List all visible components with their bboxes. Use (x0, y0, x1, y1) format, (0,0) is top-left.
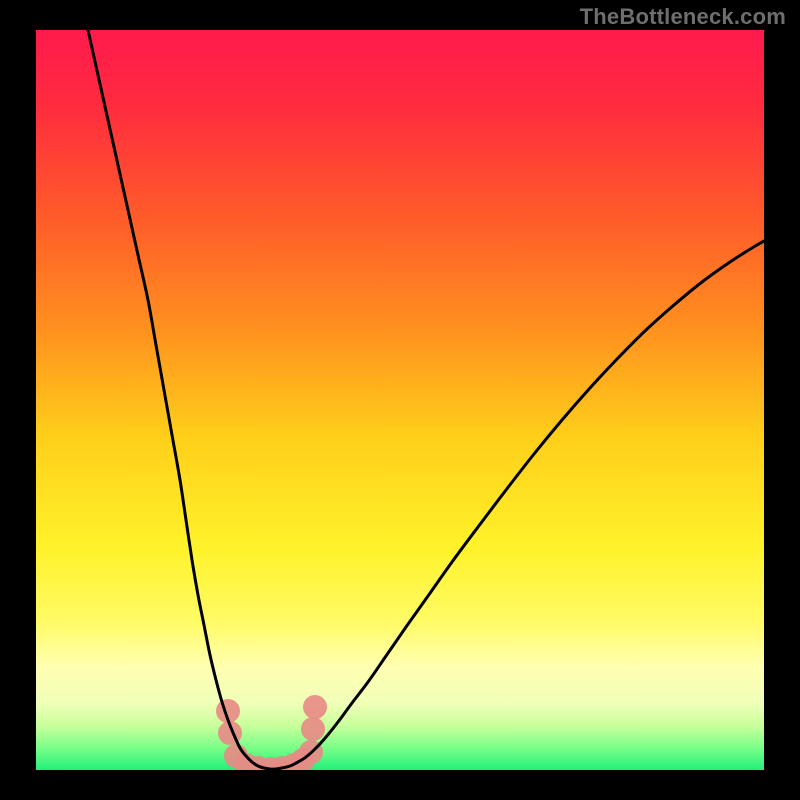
chart-container: TheBottleneck.com (0, 0, 800, 800)
data-marker (301, 717, 325, 741)
data-marker (303, 695, 327, 719)
watermark: TheBottleneck.com (580, 4, 786, 30)
chart-svg (0, 0, 800, 800)
gradient-area (36, 30, 764, 770)
